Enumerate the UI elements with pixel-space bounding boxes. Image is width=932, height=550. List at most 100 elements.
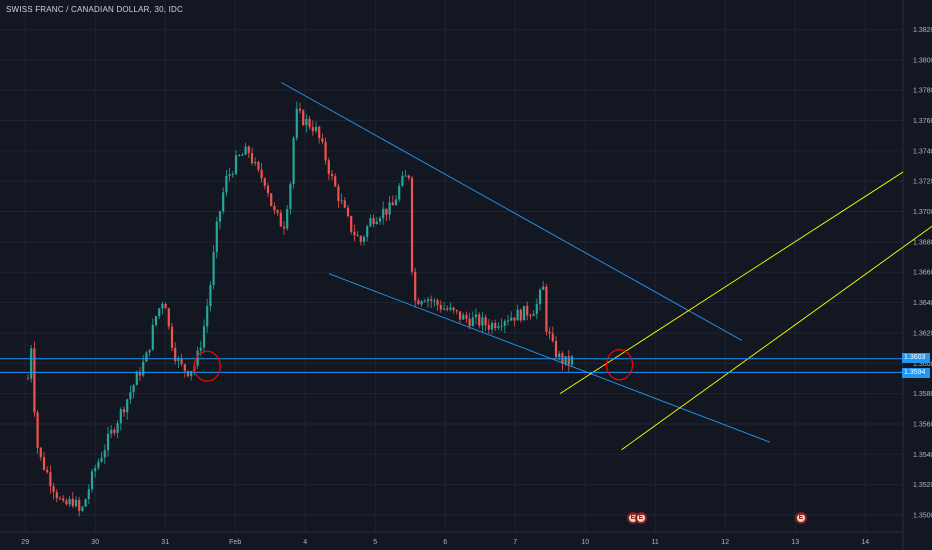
candle-body	[212, 252, 215, 286]
candle-body	[289, 183, 292, 210]
time-tick-label: 4	[303, 539, 307, 546]
candle-body	[318, 126, 321, 139]
candle-body	[388, 202, 391, 215]
candle-body	[180, 358, 183, 365]
candle-body	[494, 322, 497, 329]
candles	[26, 101, 574, 517]
candle-body	[273, 206, 276, 211]
candle-body	[250, 153, 254, 164]
time-axis[interactable]: 29 30 31 Feb 4 5 6 7 10 11 12 13 14	[21, 539, 869, 546]
candle-body	[433, 300, 436, 302]
candle-body	[327, 160, 330, 174]
time-tick-label: 7	[513, 539, 517, 546]
candle-body	[167, 308, 170, 327]
channel-upper[interactable]	[281, 82, 743, 341]
price-tick-label: 1.3580	[913, 391, 932, 398]
candle-body	[538, 289, 542, 305]
candle-body	[503, 320, 506, 326]
candle-body	[410, 177, 414, 272]
candle-body	[455, 310, 458, 312]
candle-body	[71, 498, 74, 507]
price-tick-label: 1.3500	[913, 513, 932, 520]
candle-body	[260, 169, 263, 179]
candle-body	[164, 303, 167, 309]
price-tag-line: 1.3594	[902, 368, 930, 379]
candle-body	[542, 286, 545, 290]
time-tick-label: 31	[161, 539, 169, 546]
candle-body	[407, 175, 410, 178]
candle-body	[113, 429, 116, 433]
candle-body	[97, 461, 100, 469]
economic-event-icon[interactable]: E	[795, 512, 807, 524]
candle-body	[30, 348, 33, 379]
candle-body	[78, 499, 81, 511]
candle-body	[564, 356, 567, 364]
price-tag-current: 1.3603	[902, 352, 930, 363]
candle-body	[391, 202, 394, 206]
price-tick-label: 1.3760	[913, 118, 932, 125]
candle-body	[183, 364, 186, 371]
price-tick-label: 1.3640	[913, 300, 932, 307]
candle-body	[148, 349, 151, 353]
time-tick-label: 5	[373, 539, 377, 546]
candle-body	[132, 385, 135, 393]
candle-body	[116, 423, 119, 433]
candle-body	[554, 341, 558, 358]
candle-body	[222, 192, 225, 212]
candle-body	[84, 499, 87, 507]
candle-body	[343, 200, 346, 208]
time-tick-label: 12	[721, 539, 729, 546]
candle-body	[417, 300, 420, 305]
candle-body	[295, 108, 298, 139]
candle-body	[439, 304, 442, 310]
candle-body	[532, 313, 535, 316]
candle-body	[551, 333, 554, 342]
economic-event-icon[interactable]: E	[635, 512, 647, 524]
price-tick-label: 1.3800	[913, 57, 932, 64]
candle-body	[286, 209, 289, 229]
candle-body	[314, 126, 318, 132]
candle-body	[177, 358, 180, 361]
price-tick-label: 1.3680	[913, 239, 932, 246]
candle-body	[33, 348, 36, 413]
candle-body	[423, 301, 426, 303]
candle-body	[375, 221, 378, 225]
candle-body	[138, 372, 142, 376]
candle-body	[490, 322, 494, 330]
candle-body	[398, 185, 401, 200]
highlight-circle[interactable]	[605, 349, 634, 381]
candle-body	[497, 326, 500, 329]
highlight-circle[interactable]	[193, 350, 221, 382]
candle-body	[26, 378, 30, 380]
candle-body	[174, 347, 177, 361]
candle-body	[158, 308, 161, 317]
candle-body	[231, 173, 234, 175]
candle-body	[225, 175, 228, 193]
candle-body	[244, 146, 247, 155]
candle-body	[311, 127, 314, 132]
candle-body	[478, 314, 481, 326]
candle-body	[292, 138, 295, 184]
candle-body	[330, 173, 334, 177]
price-axis[interactable]: 1.3500 1.3520 1.3540 1.3560 1.3580 1.3600 1.36…	[913, 27, 932, 520]
candle-body	[353, 231, 356, 236]
channel-lower[interactable]	[328, 273, 771, 443]
candle-body	[154, 316, 158, 325]
candle-body	[257, 161, 260, 170]
price-tick-label: 1.3780	[913, 88, 932, 95]
price-tick-label: 1.3540	[913, 452, 932, 459]
candle-body	[241, 154, 244, 156]
candle-body	[106, 433, 110, 451]
drawing-overlays	[0, 82, 932, 451]
parallel-1[interactable]	[559, 171, 904, 394]
candle-body	[401, 175, 404, 186]
candle-body	[462, 314, 465, 320]
candle-body	[170, 326, 174, 348]
parallel-2[interactable]	[621, 177, 932, 451]
symbol-title: SWISS FRANC / CANADIAN DOLLAR, 30, IDC	[6, 5, 183, 14]
candle-body	[42, 457, 46, 470]
candle-body	[506, 320, 510, 322]
candle-body	[52, 486, 55, 493]
